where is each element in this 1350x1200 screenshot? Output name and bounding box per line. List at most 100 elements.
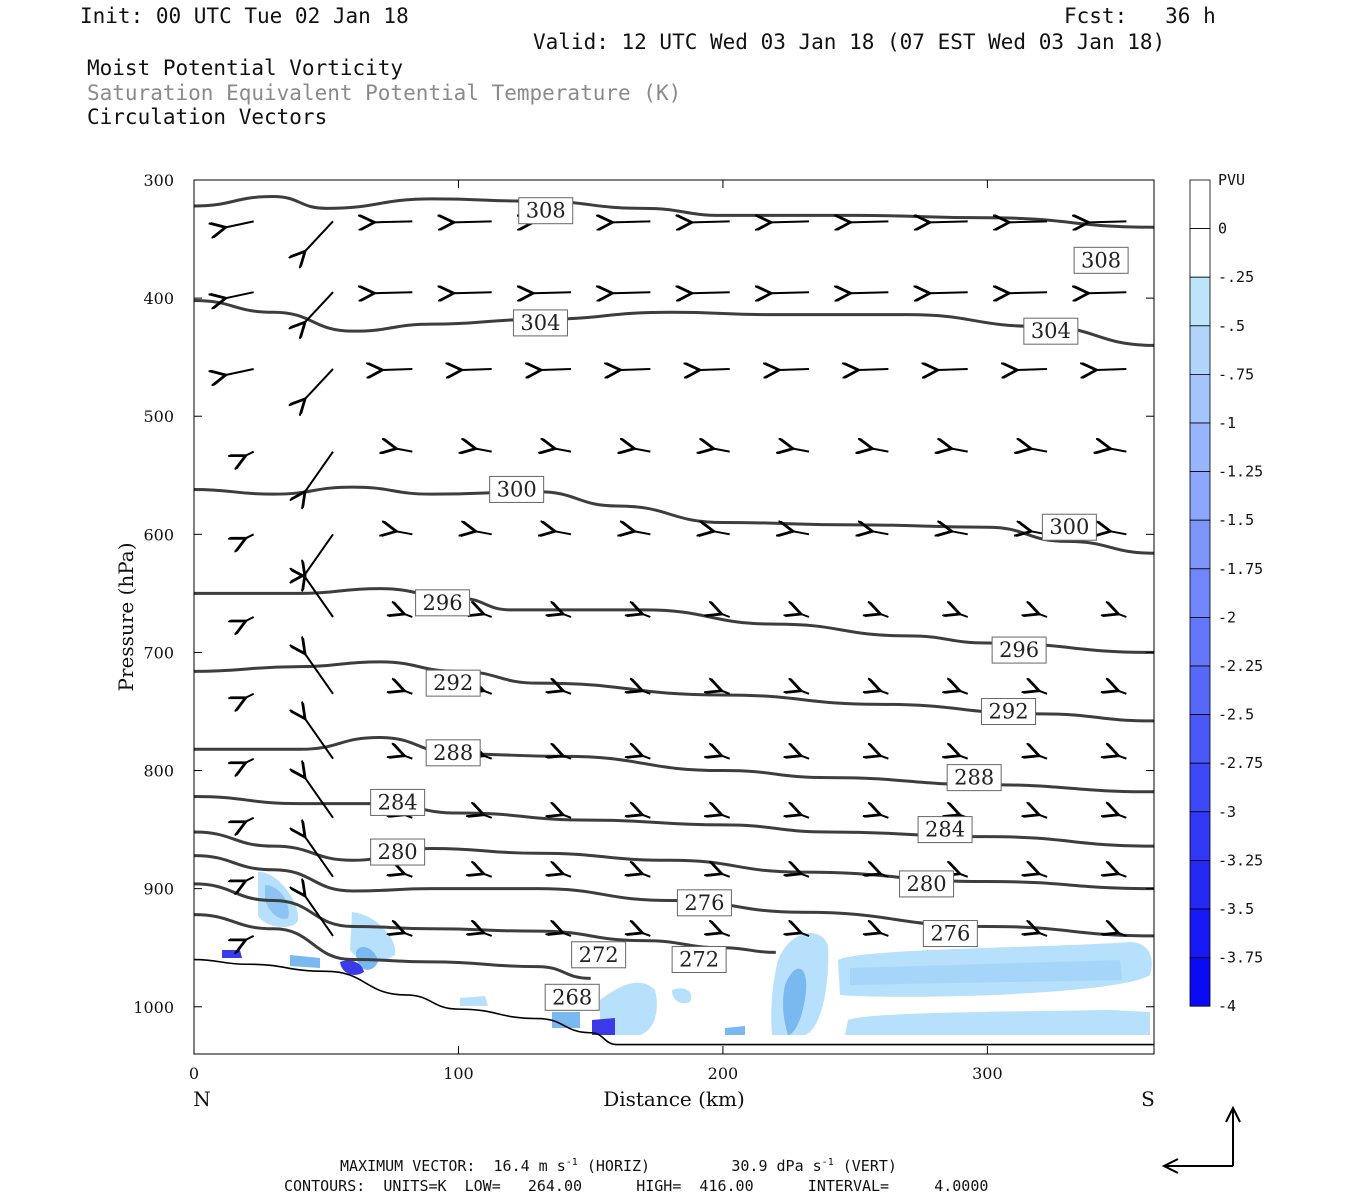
plot-frame bbox=[193, 179, 1155, 1055]
circulation-vector bbox=[1039, 874, 1048, 878]
circulation-vector bbox=[533, 292, 572, 293]
circulation-vector bbox=[722, 874, 731, 878]
circulation-vector bbox=[555, 531, 572, 534]
contour-label-box bbox=[571, 941, 627, 969]
colorbar-level-label: -1 bbox=[1218, 414, 1236, 432]
colorbar-level-label: -1.5 bbox=[1218, 511, 1254, 529]
circulation-vector bbox=[1096, 369, 1127, 370]
pv-region bbox=[845, 1010, 1150, 1035]
circulation-vector bbox=[612, 221, 651, 222]
theta-e-contour-304 bbox=[193, 298, 1155, 347]
circulation-vector bbox=[396, 531, 413, 534]
circulation-vector bbox=[454, 221, 492, 222]
circulation-vector bbox=[1039, 933, 1048, 937]
reference-vertical-arrowhead bbox=[1225, 1105, 1241, 1123]
circulation-vector bbox=[722, 756, 731, 760]
contour-label-box bbox=[544, 983, 600, 1011]
circulation-vector bbox=[1118, 691, 1127, 695]
circulation-vector bbox=[801, 874, 810, 878]
y-tick-label: 300 bbox=[143, 171, 174, 190]
north-label: N bbox=[193, 1087, 211, 1111]
contour-label: 300 bbox=[497, 477, 537, 501]
circulation-vector bbox=[960, 874, 969, 878]
circulation-vector bbox=[246, 450, 255, 456]
circulation-vector bbox=[1110, 531, 1127, 534]
circulation-vector bbox=[850, 292, 889, 293]
colorbar-box bbox=[1189, 860, 1211, 910]
circulation-vector bbox=[305, 654, 334, 695]
circulation-vector bbox=[612, 292, 651, 293]
circulation-vector bbox=[226, 220, 254, 227]
circulation-vector bbox=[404, 756, 413, 760]
theta-e-contour-268 bbox=[193, 913, 591, 980]
colorbar-box bbox=[1189, 811, 1211, 861]
pv-region bbox=[460, 996, 488, 1006]
max-vector-vert-exp: -1 bbox=[821, 1157, 834, 1168]
y-tick-label: 800 bbox=[143, 762, 174, 781]
circulation-vector bbox=[850, 221, 889, 222]
contour-label-box bbox=[489, 475, 545, 503]
contour-label: 280 bbox=[378, 840, 418, 864]
circulation-vector bbox=[801, 933, 810, 937]
circulation-vector bbox=[642, 756, 651, 760]
circulation-vector bbox=[872, 531, 889, 534]
circulation-vector bbox=[642, 815, 651, 819]
circulation-vector bbox=[930, 221, 968, 222]
circulation-vector bbox=[226, 291, 254, 298]
circulation-vector bbox=[960, 691, 969, 695]
terrain-line bbox=[193, 958, 1154, 1046]
colorbar-box bbox=[1189, 908, 1211, 958]
circulation-vector bbox=[563, 691, 572, 695]
circulation-vector bbox=[305, 719, 334, 760]
circulation-vector bbox=[714, 449, 730, 452]
x-axis-label: Distance (km) bbox=[603, 1087, 745, 1111]
pv-region bbox=[290, 955, 320, 968]
colorbar-box bbox=[1189, 325, 1211, 375]
colorbar-box bbox=[1189, 422, 1211, 472]
circulation-vector bbox=[771, 221, 810, 222]
contour-label: 308 bbox=[526, 199, 566, 223]
pv-region bbox=[783, 968, 807, 1035]
circulation-vector bbox=[454, 292, 492, 293]
circulation-vector bbox=[484, 756, 493, 760]
circulation-vector bbox=[484, 614, 493, 618]
contour-label: 284 bbox=[378, 790, 418, 814]
circulation-vector bbox=[374, 221, 413, 222]
pv-shading bbox=[222, 871, 1152, 1035]
contour-label: 296 bbox=[999, 638, 1039, 662]
circulation-vector bbox=[484, 933, 493, 937]
contour-label-box bbox=[425, 739, 481, 767]
circulation-vector bbox=[476, 449, 492, 452]
field-theta-e: Saturation Equivalent Potential Temperat… bbox=[87, 81, 682, 105]
circulation-vector bbox=[880, 614, 889, 618]
circulation-vector bbox=[374, 292, 413, 293]
circulation-vector bbox=[1118, 933, 1127, 937]
circulation-vector bbox=[305, 896, 334, 937]
y-tick-label: 1000 bbox=[133, 998, 174, 1017]
circulation-vector bbox=[1088, 292, 1127, 293]
circulation-vector bbox=[620, 369, 651, 370]
contour-label-box bbox=[370, 838, 426, 866]
valid-time: Valid: 12 UTC Wed 03 Jan 18 (07 EST Wed … bbox=[533, 30, 1166, 54]
circulation-vector bbox=[246, 616, 255, 621]
circulation-vector bbox=[305, 220, 334, 251]
contour-label-box bbox=[415, 589, 471, 617]
circulation-vector bbox=[305, 291, 334, 322]
max-vector-horiz-units: (HORIZ) bbox=[586, 1157, 651, 1175]
colorbar-level-label: -2 bbox=[1218, 608, 1236, 626]
y-axis-label: Pressure (hPa) bbox=[114, 543, 138, 692]
colorbar-level-label: -1.25 bbox=[1218, 463, 1263, 481]
circulation-vector bbox=[858, 369, 889, 370]
colorbar-level-label: 0 bbox=[1218, 220, 1227, 238]
circulation-vector bbox=[722, 614, 731, 618]
circulation-vector bbox=[246, 875, 255, 881]
pv-region bbox=[552, 1012, 580, 1028]
max-vector-line: MAXIMUM VECTOR: 16.4 m s-1 (HORIZ) 30.9 … bbox=[340, 1157, 897, 1175]
circulation-vector bbox=[1039, 691, 1048, 695]
contour-label: 288 bbox=[433, 741, 473, 765]
circulation-vector bbox=[246, 934, 255, 940]
circulation-vector bbox=[801, 691, 810, 695]
max-vector-vert: 30.9 dPa s bbox=[731, 1157, 822, 1175]
circulation-vector bbox=[779, 369, 810, 370]
pv-region bbox=[672, 988, 692, 1004]
